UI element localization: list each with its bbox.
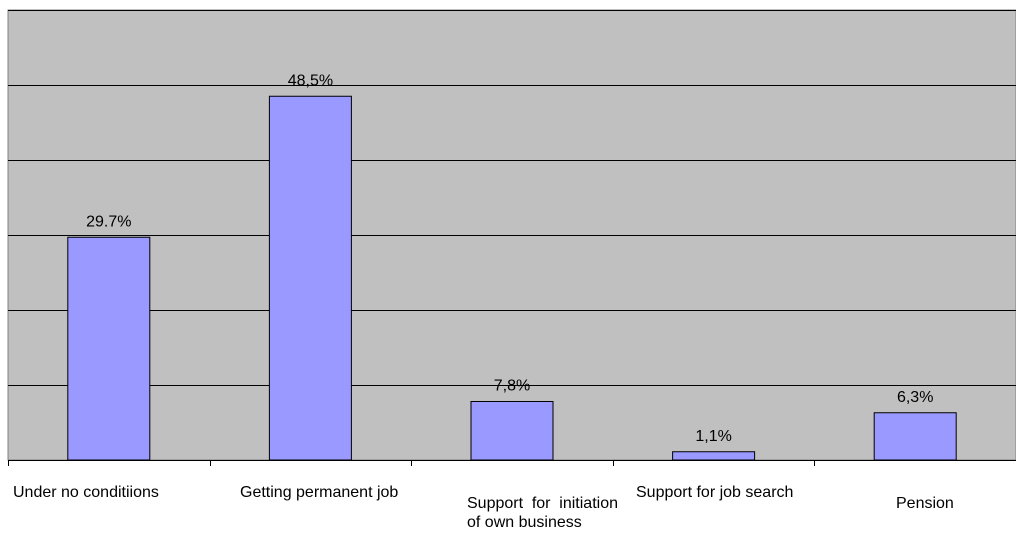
category-label-support-job-search: Support for job search bbox=[636, 484, 794, 501]
category-label-pension: Pension bbox=[896, 495, 954, 512]
bar bbox=[873, 412, 957, 461]
data-label: 48,5% bbox=[288, 72, 333, 89]
bar bbox=[470, 401, 554, 461]
value-labels: 29.7% 48,5% 7,8% 1,1% 6,3% bbox=[86, 72, 933, 445]
bar bbox=[672, 451, 756, 461]
data-label: 6,3% bbox=[897, 389, 933, 406]
category-label-getting-permanent-job: Getting permanent job bbox=[240, 484, 399, 501]
x-ticks bbox=[8, 460, 815, 466]
data-label: 29.7% bbox=[86, 213, 131, 230]
bar bbox=[268, 95, 352, 461]
gridlines bbox=[8, 10, 1016, 386]
bar bbox=[67, 236, 151, 461]
category-label-support-own-business: Support for initiation of own business bbox=[467, 495, 618, 531]
data-label: 1,1% bbox=[695, 428, 731, 445]
data-label: 7,8% bbox=[494, 378, 530, 395]
category-label-under-no-conditions: Under no conditiions bbox=[13, 484, 159, 501]
